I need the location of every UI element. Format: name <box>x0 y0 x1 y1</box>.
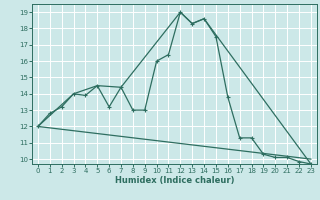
X-axis label: Humidex (Indice chaleur): Humidex (Indice chaleur) <box>115 176 234 185</box>
